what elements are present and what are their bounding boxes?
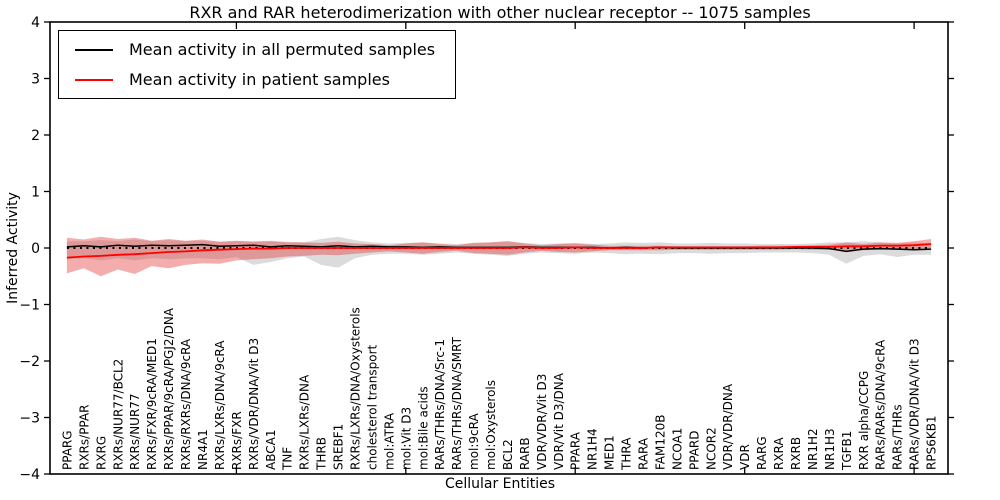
x-tick-label: TNF [281, 447, 295, 471]
x-tick-label: RARG [755, 436, 769, 470]
x-tick-label: NCOR2 [704, 427, 718, 470]
x-tick-label: NR1H4 [586, 428, 600, 470]
x-tick-label: RXRA [772, 437, 786, 470]
x-tick-label: PPARG [60, 430, 74, 470]
y-tick-label: 3 [31, 72, 40, 88]
x-tick-label: RXRs/FXR [230, 411, 244, 470]
x-tick-label: mol:Vit D3 [399, 407, 413, 470]
legend-label-permuted: Mean activity in all permuted samples [129, 40, 436, 59]
x-tick-label: VDR [738, 444, 752, 470]
x-tick-label: RARs/THRs [891, 404, 905, 470]
x-tick-label: THRB [315, 437, 329, 471]
x-tick-label: mol:Bile acids [416, 386, 430, 470]
y-tick-label: 1 [31, 185, 40, 201]
x-tick-label: NCOA1 [670, 428, 684, 470]
x-tick-label: RXRB [789, 437, 803, 470]
x-tick-label: PPARA [569, 431, 583, 470]
x-tick-label: RARs/THRs/DNA/SMRT [450, 336, 464, 470]
x-tick-label: RXRs/LXRs/DNA/9cRA [213, 340, 227, 470]
x-tick-label: RARA [637, 437, 651, 470]
y-tick-label: −2 [19, 354, 40, 370]
y-tick-label: −1 [19, 298, 40, 314]
x-tick-label: RPS6KB1 [925, 415, 939, 470]
x-tick-label: RXRs/NUR77 [128, 393, 142, 470]
x-tick-label: RXR alpha/CCPG [857, 371, 871, 470]
x-tick-label: RXRs/NUR77/BCL2 [111, 359, 125, 470]
x-tick-label: MED1 [603, 435, 617, 470]
x-tick-label: FAM120B [654, 415, 668, 471]
x-tick-label: VDR/Vit D3/DNA [552, 372, 566, 470]
x-tick-label: RXRs/FXR/9cRA/MED1 [145, 338, 159, 470]
patient-mean-line [66, 243, 932, 259]
y-tick-label: 4 [31, 15, 40, 31]
x-tick-label: ABCA1 [264, 430, 278, 470]
x-tick-label: RXRG [94, 436, 108, 470]
x-tick-label: PPARD [687, 431, 701, 471]
x-tick-label: RXRs/LXRs/DNA [298, 374, 312, 470]
chart-title: RXR and RAR heterodimerization with othe… [189, 3, 811, 22]
x-tick-label: VDR/VDR/DNA [721, 383, 735, 470]
y-tick-label: −3 [19, 411, 40, 427]
legend-item-patient: Mean activity in patient samples [75, 70, 435, 89]
x-tick-label: cholesterol transport [365, 344, 379, 470]
legend-line-permuted-icon [75, 48, 113, 51]
x-tick-label: NR1H2 [806, 428, 820, 470]
x-tick-label: mol:9cRA [467, 413, 481, 470]
y-tick-label: 2 [31, 128, 40, 144]
x-tick-label: RARs/RARs/DNA/9cRA [874, 339, 888, 470]
x-tick-label: RXRs/PPAR/9cRA/PGJ2/DNA [162, 307, 176, 470]
legend-label-patient: Mean activity in patient samples [129, 70, 390, 89]
patient-confidence-band [66, 236, 932, 277]
x-tick-label: RARs/THRs/DNA/Src-1 [433, 339, 447, 470]
x-tick-label: VDR/VDR/Vit D3 [535, 374, 549, 470]
x-tick-label: RXRs/LXRs/DNA/Oxysterols [349, 307, 363, 470]
x-tick-label: THRA [620, 437, 634, 471]
legend: Mean activity in all permuted samples Me… [58, 30, 457, 99]
x-tick-label: RARs/VDR/DNA/Vit D3 [908, 338, 922, 470]
y-tick-label: −4 [19, 467, 40, 483]
x-tick-label: RXRs/PPAR [77, 405, 91, 470]
legend-line-patient-icon [75, 78, 113, 81]
y-tick-label: 0 [31, 241, 40, 257]
x-tick-label: TGFB1 [840, 431, 854, 471]
x-axis-label: Cellular Entities [444, 476, 556, 492]
legend-item-permuted: Mean activity in all permuted samples [75, 40, 435, 59]
x-tick-label: mol:ATRA [382, 412, 396, 470]
permuted-confidence-band [66, 236, 932, 268]
x-tick-label: RARB [518, 437, 532, 470]
x-tick-label: mol:Oxysterols [484, 380, 498, 470]
x-tick-label: SREBF1 [332, 424, 346, 470]
x-tick-label: BCL2 [501, 439, 515, 470]
x-tick-label: NR1H3 [823, 428, 837, 470]
x-tick-label: NR4A1 [196, 429, 210, 470]
x-tick-label: RXRs/RXRs/DNA/9cRA [179, 338, 193, 470]
x-tick-label: RXRs/VDR/DNA/Vit D3 [247, 338, 261, 470]
